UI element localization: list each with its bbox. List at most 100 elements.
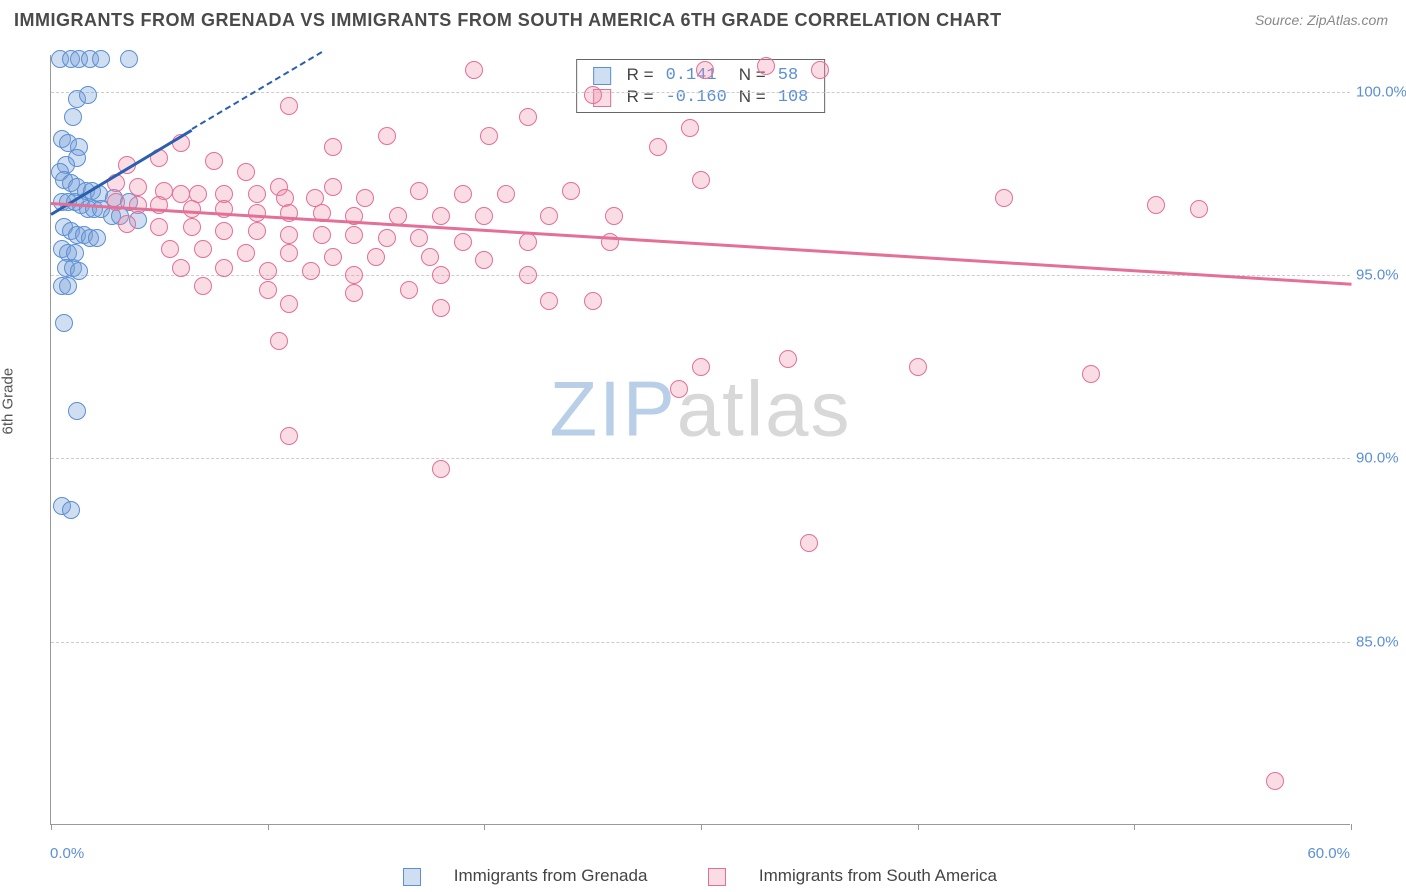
data-point-south_america — [800, 534, 818, 552]
gridline — [51, 92, 1350, 93]
legend-label-south-america: Immigrants from South America — [759, 866, 997, 885]
x-tick-min: 0.0% — [50, 845, 84, 862]
data-point-south_america — [248, 185, 266, 203]
data-point-south_america — [324, 138, 342, 156]
data-point-south_america — [248, 222, 266, 240]
source-label: Source: ZipAtlas.com — [1255, 12, 1388, 28]
data-point-south_america — [280, 226, 298, 244]
data-point-south_america — [454, 233, 472, 251]
data-point-south_america — [205, 152, 223, 170]
data-point-south_america — [432, 266, 450, 284]
chart-title: IMMIGRANTS FROM GRENADA VS IMMIGRANTS FR… — [14, 10, 1002, 31]
x-tick — [701, 824, 702, 830]
data-point-south_america — [194, 240, 212, 258]
data-point-south_america — [432, 460, 450, 478]
data-point-south_america — [779, 350, 797, 368]
data-point-south_america — [1190, 200, 1208, 218]
data-point-south_america — [410, 182, 428, 200]
data-point-south_america — [1147, 196, 1165, 214]
data-point-south_america — [432, 207, 450, 225]
data-point-south_america — [497, 185, 515, 203]
scatter-plot: ZIPatlas R = 0.141 N = 58 R = -0.160 N =… — [50, 55, 1350, 825]
x-tick — [484, 824, 485, 830]
data-point-south_america — [161, 240, 179, 258]
data-point-south_america — [696, 61, 714, 79]
data-point-south_america — [562, 182, 580, 200]
data-point-south_america — [995, 189, 1013, 207]
swatch-south-america-icon — [708, 868, 726, 886]
data-point-south_america — [811, 61, 829, 79]
data-point-south_america — [465, 61, 483, 79]
data-point-south_america — [692, 171, 710, 189]
data-point-south_america — [454, 185, 472, 203]
x-tick — [1351, 824, 1352, 830]
data-point-south_america — [259, 262, 277, 280]
data-point-south_america — [345, 226, 363, 244]
y-tick-label: 85.0% — [1356, 633, 1406, 650]
x-tick-max: 60.0% — [1307, 845, 1350, 862]
data-point-south_america — [129, 178, 147, 196]
series-legend: Immigrants from Grenada Immigrants from … — [50, 866, 1350, 886]
gridline — [51, 458, 1350, 459]
data-point-grenada — [92, 50, 110, 68]
data-point-south_america — [302, 262, 320, 280]
data-point-grenada — [64, 108, 82, 126]
data-point-grenada — [62, 501, 80, 519]
data-point-south_america — [324, 178, 342, 196]
data-point-south_america — [584, 86, 602, 104]
y-axis-label: 6th Grade — [0, 368, 17, 435]
y-tick-label: 95.0% — [1356, 267, 1406, 284]
data-point-grenada — [68, 402, 86, 420]
data-point-south_america — [118, 215, 136, 233]
watermark: ZIPatlas — [549, 363, 851, 454]
data-point-south_america — [280, 427, 298, 445]
data-point-south_america — [757, 57, 775, 75]
swatch-grenada-icon — [403, 868, 421, 886]
data-point-south_america — [259, 281, 277, 299]
x-tick — [51, 824, 52, 830]
data-point-south_america — [1266, 772, 1284, 790]
data-point-grenada — [120, 50, 138, 68]
swatch-grenada — [593, 67, 611, 85]
data-point-south_america — [172, 259, 190, 277]
data-point-south_america — [475, 251, 493, 269]
data-point-south_america — [1082, 365, 1100, 383]
data-point-south_america — [540, 207, 558, 225]
data-point-south_america — [280, 295, 298, 313]
data-point-south_america — [681, 119, 699, 137]
data-point-south_america — [692, 358, 710, 376]
n-value-grenada: 58 — [772, 64, 815, 86]
data-point-grenada — [88, 229, 106, 247]
gridline — [51, 642, 1350, 643]
legend-label-grenada: Immigrants from Grenada — [454, 866, 648, 885]
data-point-south_america — [909, 358, 927, 376]
data-point-south_america — [248, 204, 266, 222]
data-point-south_america — [378, 229, 396, 247]
data-point-south_america — [280, 244, 298, 262]
data-point-south_america — [194, 277, 212, 295]
data-point-south_america — [540, 292, 558, 310]
legend-row-south-america: R = -0.160 N = 108 — [587, 86, 815, 108]
data-point-south_america — [183, 218, 201, 236]
data-point-south_america — [584, 292, 602, 310]
r-value-south-america: -0.160 — [660, 86, 733, 108]
data-point-south_america — [519, 266, 537, 284]
data-point-south_america — [237, 244, 255, 262]
y-tick-label: 90.0% — [1356, 450, 1406, 467]
data-point-south_america — [400, 281, 418, 299]
data-point-south_america — [670, 380, 688, 398]
data-point-south_america — [605, 207, 623, 225]
data-point-south_america — [270, 332, 288, 350]
data-point-south_america — [649, 138, 667, 156]
data-point-grenada — [79, 86, 97, 104]
x-tick — [918, 824, 919, 830]
data-point-south_america — [324, 248, 342, 266]
y-tick-label: 100.0% — [1356, 83, 1406, 100]
x-tick — [1134, 824, 1135, 830]
data-point-south_america — [129, 196, 147, 214]
data-point-south_america — [519, 233, 537, 251]
data-point-south_america — [150, 218, 168, 236]
data-point-south_america — [237, 163, 255, 181]
data-point-south_america — [432, 299, 450, 317]
x-tick — [268, 824, 269, 830]
